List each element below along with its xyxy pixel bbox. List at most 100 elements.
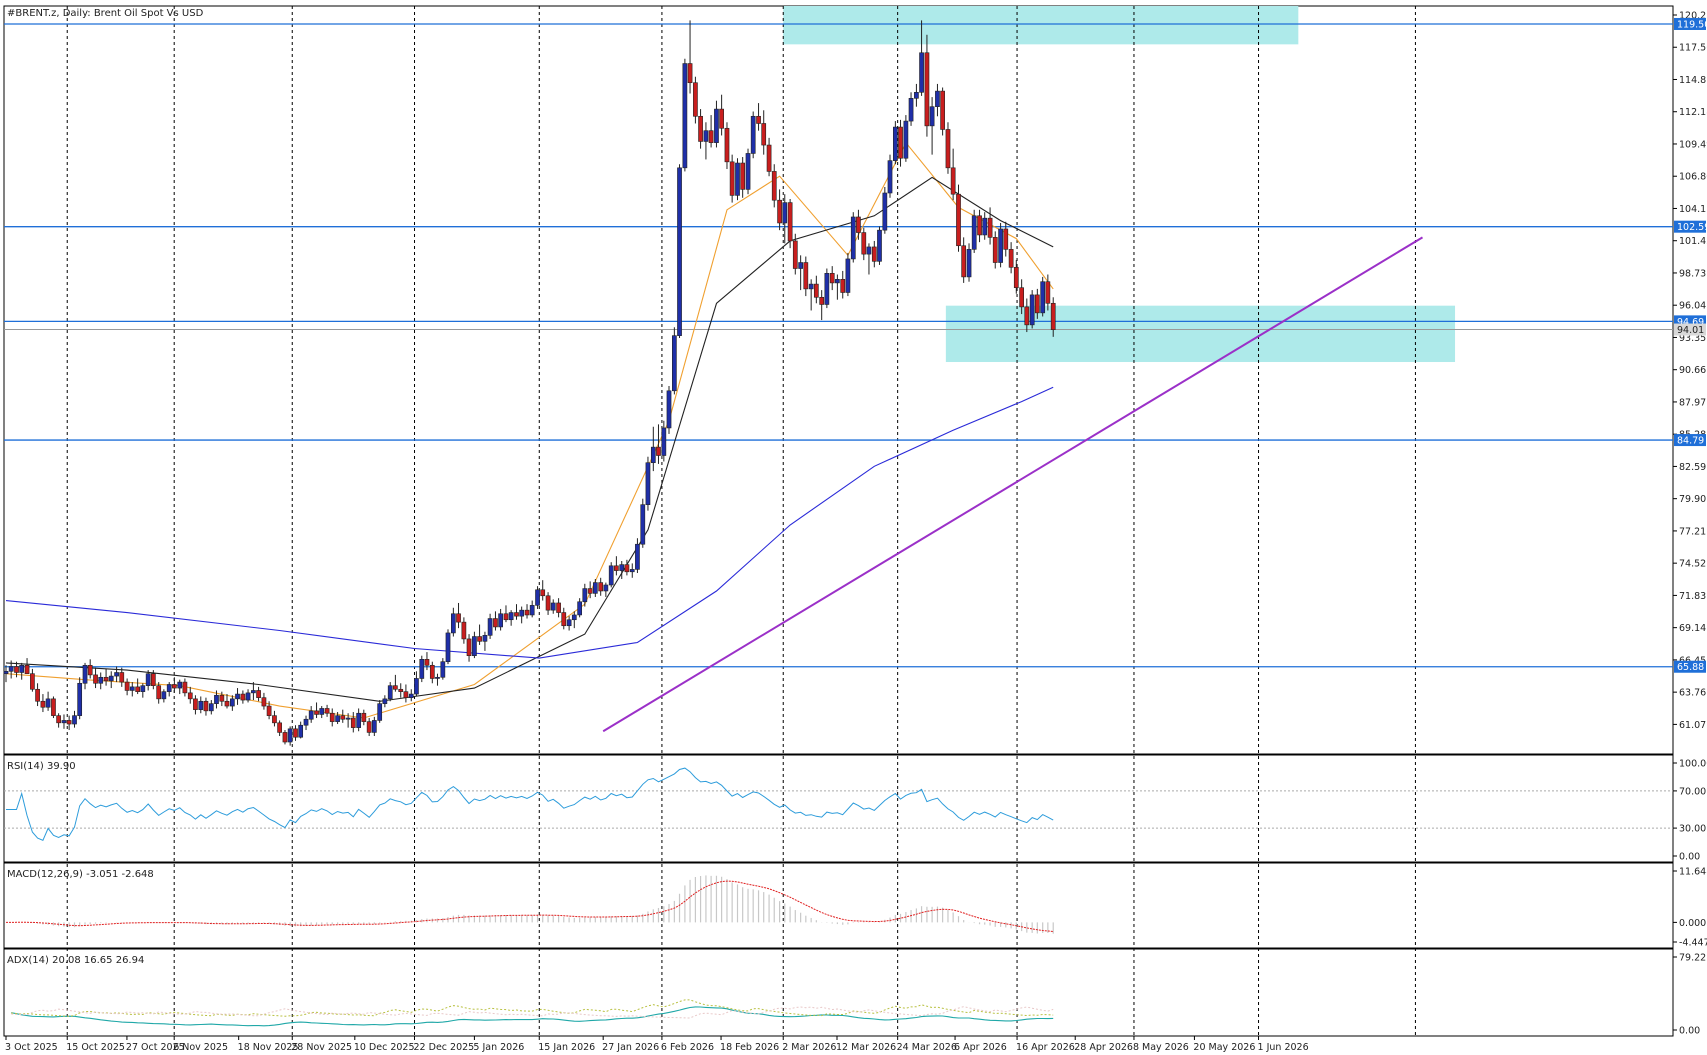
candle-body [592, 582, 598, 594]
candle [924, 34, 930, 137]
candle [182, 678, 188, 697]
candle-body [319, 708, 325, 715]
candle-body [361, 712, 367, 722]
candle-body [856, 216, 861, 233]
candle-body [1050, 302, 1056, 330]
candle-body [172, 684, 177, 689]
candle [30, 668, 35, 692]
candle [524, 604, 530, 619]
candle [535, 586, 540, 609]
candle [661, 420, 667, 462]
candle [977, 209, 982, 243]
rsi-pane: 100.00 70.00 30.00 0.00 [4, 759, 1707, 863]
candle [650, 426, 656, 472]
candle [829, 266, 835, 291]
candle [545, 592, 551, 615]
rsi-title: RSI(14) 39.90 [7, 761, 76, 772]
price-tick-label: 106.80 [1679, 172, 1707, 183]
candle [350, 712, 356, 733]
candle [1045, 274, 1051, 311]
candle-body [329, 712, 335, 722]
price-tick-label: 101.42 [1679, 236, 1707, 247]
candle-body [1034, 294, 1040, 314]
candle-body [182, 681, 188, 694]
candle [787, 198, 793, 249]
candle [108, 671, 114, 689]
candle-body [393, 685, 398, 690]
candle-body [224, 700, 230, 707]
candle-body [1008, 249, 1014, 268]
candle-body [619, 564, 625, 571]
candle [314, 702, 319, 719]
candle [119, 667, 125, 687]
candle-body [777, 199, 782, 224]
candle [645, 456, 651, 511]
rsi-line [6, 767, 1054, 841]
candle [766, 137, 772, 177]
candle [803, 256, 809, 297]
candle-body [524, 609, 530, 616]
candle-body [1013, 267, 1019, 288]
candle-body [293, 728, 298, 738]
candle [1008, 242, 1014, 274]
candle [987, 207, 993, 245]
candle-body [687, 63, 693, 84]
zone-0 [783, 6, 1299, 45]
candle [3, 665, 9, 683]
candle-body [24, 664, 30, 674]
candle-body [677, 167, 682, 336]
candle-body [119, 672, 125, 683]
candle-body [666, 390, 672, 429]
candle-body [303, 718, 309, 726]
candle-body [829, 273, 835, 284]
candle [308, 706, 314, 723]
candle-body [782, 202, 788, 224]
candle-body [771, 171, 777, 201]
candle [377, 700, 383, 723]
candle [398, 683, 404, 698]
candle-body [624, 564, 630, 573]
candle-body [398, 688, 404, 692]
candle-body [587, 588, 593, 594]
candle-body [971, 215, 977, 250]
date-label: 27 Jan 2026 [602, 1042, 659, 1053]
candle-body [345, 717, 351, 720]
candle-body [966, 249, 972, 278]
moving-averages [5, 141, 1054, 719]
candle-body [461, 621, 467, 640]
candle-body [992, 237, 998, 263]
candle-body [93, 674, 98, 684]
candle-body [508, 612, 514, 621]
candle-body [577, 601, 582, 616]
candle-body [261, 697, 267, 707]
date-label: 18 Nov 2025 [238, 1042, 299, 1053]
candle [735, 158, 740, 201]
candle [340, 709, 346, 723]
date-label: 6 Feb 2026 [661, 1042, 714, 1053]
candle [193, 695, 198, 715]
level-tag [1674, 220, 1706, 233]
price-tick-label: 93.35 [1679, 333, 1706, 344]
candle-body [324, 708, 330, 714]
candle [35, 683, 40, 707]
candle [277, 720, 282, 737]
candle [40, 694, 46, 713]
candle-body [650, 446, 656, 464]
candle-body [908, 98, 914, 122]
candle-body [187, 692, 193, 700]
candle-body [661, 427, 667, 456]
candle [961, 237, 967, 283]
candle-body [729, 161, 735, 196]
candle-body [693, 82, 698, 117]
moving-average-1 [5, 176, 1054, 702]
candle [114, 666, 119, 683]
candle-body [340, 715, 346, 720]
candle-body [756, 115, 761, 124]
candle [498, 608, 503, 631]
candle [561, 607, 567, 630]
candle [287, 726, 293, 746]
candle-body [35, 688, 40, 702]
candle-body [608, 565, 614, 586]
candle-body [77, 682, 83, 716]
